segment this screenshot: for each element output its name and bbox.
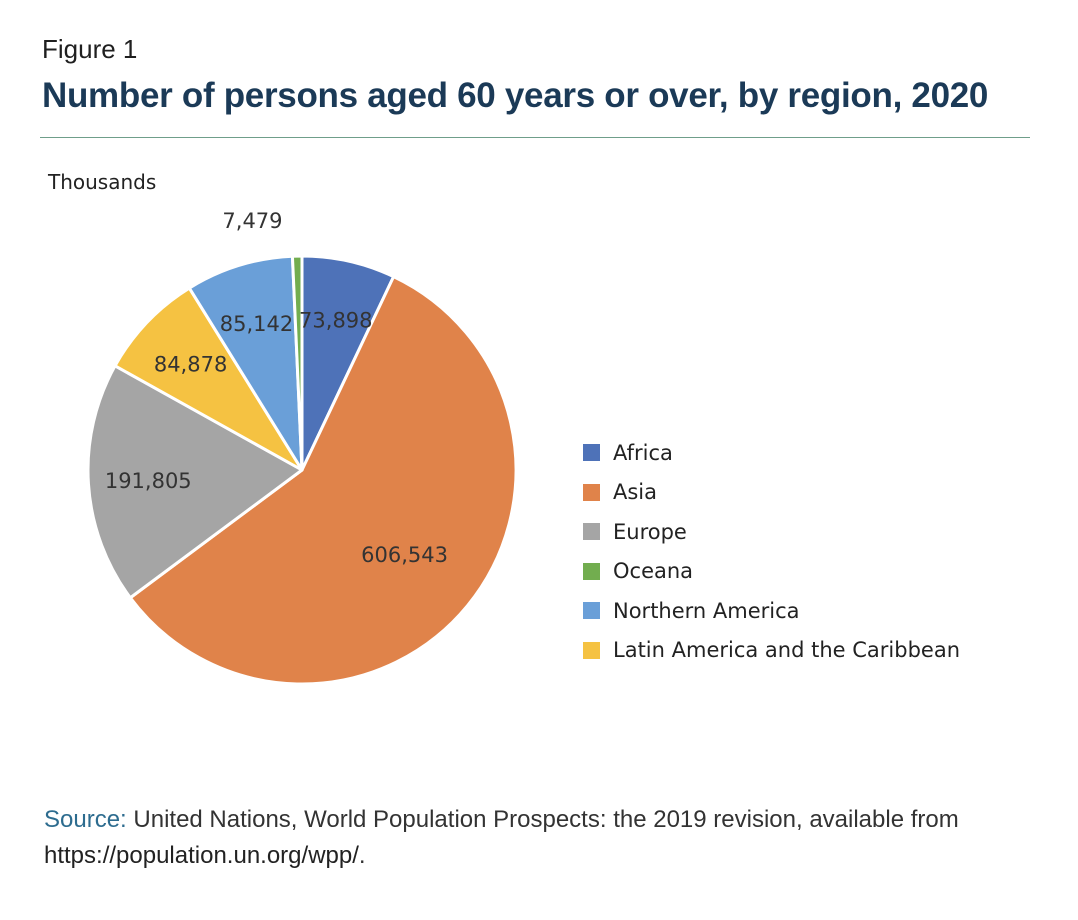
pie-slice-oceana (290, 254, 304, 472)
legend-label-oceana: Oceana (613, 559, 694, 584)
source-end: . (358, 842, 366, 869)
data-label-europe: 191,805 (105, 469, 192, 493)
data-label-asia: 606,543 (361, 543, 448, 567)
data-label-latin-america-and-the-caribbean: 84,878 (154, 353, 227, 377)
legend-item-europe: Europe (583, 512, 960, 552)
legend-item-northern-america: Northern America (583, 591, 960, 631)
legend-label-europe: Europe (613, 519, 687, 544)
legend-item-oceana: Oceana (583, 552, 960, 592)
legend-swatch-latin-america-and-the-caribbean (583, 641, 600, 659)
chart-title: Number of persons aged 60 years or over,… (42, 76, 989, 115)
source-note: Source: United Nations, World Population… (44, 802, 1034, 874)
legend-swatch-oceana (583, 562, 600, 580)
title-divider (40, 137, 1030, 138)
source-key: Source: (44, 806, 127, 833)
units-label: Thousands (48, 170, 157, 194)
legend-swatch-europe (583, 523, 600, 541)
source-link[interactable]: https://population.un.org/wpp/ (44, 842, 359, 869)
pie-slice-latin-america-and-the-caribbean (113, 286, 304, 472)
data-label-northern-america: 85,142 (220, 312, 293, 336)
pie-slice-asia (128, 275, 518, 686)
pie-slice-europe (86, 364, 304, 600)
legend-item-latin-america-and-the-caribbean: Latin America and the Caribbean (583, 631, 960, 671)
chart-legend: Africa Asia Europe Oceana Northern America La… (583, 433, 960, 670)
data-label-africa: 73,898 (299, 309, 372, 333)
figure-label: Figure 1 (42, 34, 138, 64)
legend-label-asia: Asia (613, 480, 658, 505)
legend-item-africa: Africa (583, 433, 960, 473)
legend-label-northern-america: Northern America (613, 598, 800, 623)
source-text: United Nations, World Population Prospec… (126, 806, 959, 833)
legend-label-africa: Africa (613, 440, 673, 465)
legend-item-asia: Asia (583, 473, 960, 513)
legend-label-latin-america-and-the-caribbean: Latin America and the Caribbean (613, 638, 961, 663)
pie-slice-northern-america (187, 254, 304, 472)
legend-swatch-asia (583, 483, 600, 501)
legend-swatch-northern-america (583, 602, 600, 620)
data-label-oceana: 7,479 (222, 209, 282, 233)
legend-swatch-africa (583, 444, 600, 462)
